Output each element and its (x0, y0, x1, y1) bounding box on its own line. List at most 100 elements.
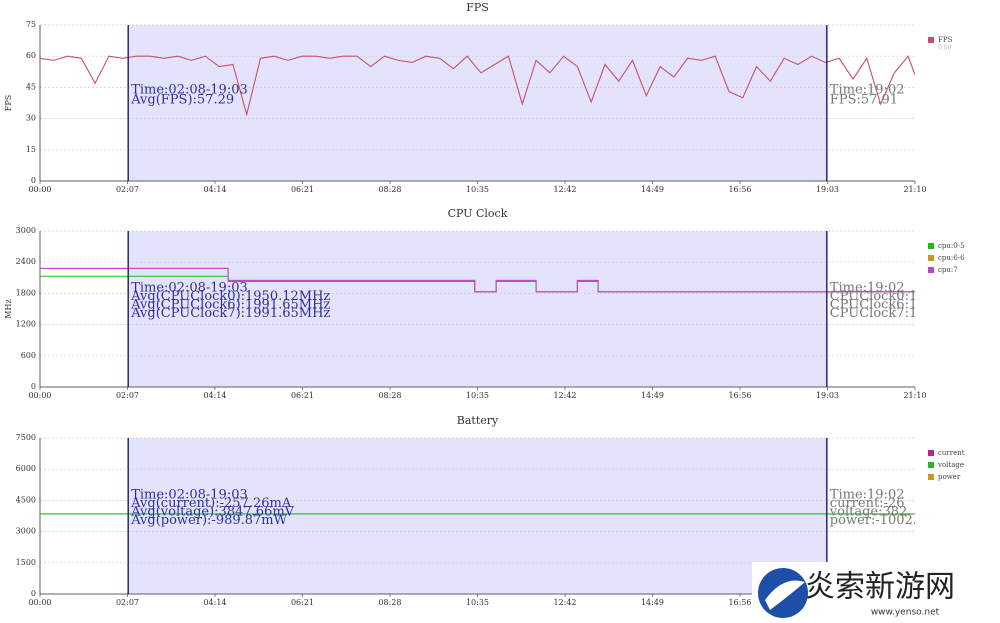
y-tick-label: 75 (26, 20, 36, 29)
annotation: Avg(CPUClock6):1991.65MHz (130, 298, 330, 313)
y-tick-label: 60 (26, 51, 36, 60)
x-tick-label: 10:35 (466, 391, 489, 400)
annotation: Time:02:08-19:03 (131, 281, 248, 296)
x-tick-label: 04:14 (203, 391, 226, 400)
chart-title: Battery (457, 414, 499, 427)
y-tick-label: 30 (26, 114, 36, 123)
watermark-url: www.yenso.net (871, 608, 940, 618)
x-tick-label: 04:14 (203, 598, 226, 607)
x-tick-label: 12:42 (553, 391, 576, 400)
legend-swatch (928, 243, 934, 249)
x-tick-label: 12:42 (553, 185, 576, 194)
x-tick-label: 06:21 (291, 185, 314, 194)
legend-swatch (928, 462, 934, 468)
y-axis-label: FPS (4, 95, 13, 111)
x-tick-label: 21:10 (903, 185, 926, 194)
y-tick-label: 6000 (16, 464, 36, 473)
legend-note: 0.00 (938, 45, 952, 52)
selection-region (128, 438, 827, 594)
annotation: Time:19:02 (830, 281, 905, 296)
annotation: Time:02:08-19:03 (131, 83, 248, 98)
x-tick-label: 14:49 (641, 598, 664, 607)
y-tick-label: 0 (31, 176, 36, 185)
x-tick-label: 02:07 (116, 185, 139, 194)
legend-label: current (938, 449, 965, 457)
annotation: Avg(voltage):3847.66mV (130, 505, 294, 520)
y-tick-label: 600 (21, 351, 36, 360)
y-tick-label: 1800 (16, 288, 36, 297)
x-tick-label: 10:35 (466, 598, 489, 607)
annotation: CPUClock6:18 (830, 298, 926, 313)
series-line (40, 275, 915, 293)
annotation: Time:19:02 (830, 83, 905, 98)
annotation: Avg(current):-257.26mA (130, 496, 292, 511)
series-line (40, 267, 915, 293)
legend-label: FPS (938, 36, 953, 44)
legend-label: cpu:7 (938, 266, 958, 274)
legend-swatch (928, 450, 934, 456)
x-tick-label: 12:42 (553, 598, 576, 607)
x-tick-label: 06:21 (291, 598, 314, 607)
x-tick-label: 19:03 (816, 391, 839, 400)
annotation-group: Time:19:02current:-26voltage:382power:-1… (829, 488, 917, 529)
annotation: Time:19:02 (830, 488, 905, 503)
annotation: voltage:382 (829, 505, 908, 520)
x-tick-label: 10:35 (466, 185, 489, 194)
plot (40, 513, 915, 515)
annotation: FPS:57.91 (830, 93, 898, 108)
x-tick-label: 02:07 (116, 598, 139, 607)
x-tick-label: 08:28 (378, 598, 401, 607)
y-tick-label: 0 (31, 589, 36, 598)
annotation: Avg(FPS):57.29 (130, 93, 234, 108)
annotation-group: Time:19:02CPUClock0:18CPUClock6:18CPUClo… (830, 281, 926, 322)
watermark-logo-mark (765, 580, 805, 610)
selection-region (128, 25, 827, 181)
x-tick-label: 19:03 (816, 185, 839, 194)
legend-label: voltage (937, 461, 964, 469)
x-tick-label: 04:14 (203, 185, 226, 194)
x-tick-label: 00:00 (28, 185, 51, 194)
y-tick-label: 2400 (16, 257, 36, 266)
y-tick-label: 1500 (16, 558, 36, 567)
y-tick-label: 15 (26, 145, 36, 154)
annotation: Avg(CPUClock7):1991.65MHz (130, 306, 330, 321)
x-tick-label: 16:56 (728, 598, 751, 607)
annotation: Avg(CPUClock0):1950.12MHz (130, 289, 330, 304)
annotation: Avg(power):-989.87mW (130, 513, 287, 528)
chart-title: FPS (466, 1, 489, 14)
y-tick-label: 7500 (16, 433, 36, 442)
x-tick-label: 14:49 (641, 185, 664, 194)
annotation: power:-1002. (830, 513, 917, 528)
x-tick-label: 06:21 (291, 391, 314, 400)
plot (40, 55, 915, 117)
annotation: CPUClock7:18 (830, 306, 926, 321)
x-tick-label: 08:28 (378, 391, 401, 400)
chart-title: CPU Clock (448, 207, 508, 220)
selection-region (128, 231, 827, 387)
annotation: Time:02:08-19:03 (131, 488, 248, 503)
watermark: 炎索新游网 www.yenso.net (752, 562, 1000, 623)
annotation: CPUClock0:18 (830, 289, 926, 304)
x-tick-label: 00:00 (28, 598, 51, 607)
x-tick-label: 16:56 (728, 391, 751, 400)
legend-label: cpu:6-6 (938, 254, 965, 262)
x-tick-label: 08:28 (378, 185, 401, 194)
y-axis-label: MHz (4, 299, 13, 318)
y-tick-label: 45 (26, 82, 36, 91)
series-line (40, 55, 915, 117)
annotation: current:-26 (830, 496, 905, 511)
plot (40, 267, 915, 293)
watermark-name: 炎索新游网 (805, 570, 955, 605)
y-tick-label: 1200 (16, 320, 36, 329)
x-tick-label: 16:56 (728, 185, 751, 194)
x-tick-label: 14:49 (641, 391, 664, 400)
y-tick-label: 0 (31, 382, 36, 391)
x-tick-label: 02:07 (116, 391, 139, 400)
legend-swatch (928, 267, 934, 273)
legend-swatch (928, 37, 934, 43)
legend-label: power (938, 473, 961, 481)
legend-swatch (928, 474, 934, 480)
x-tick-label: 00:00 (28, 391, 51, 400)
